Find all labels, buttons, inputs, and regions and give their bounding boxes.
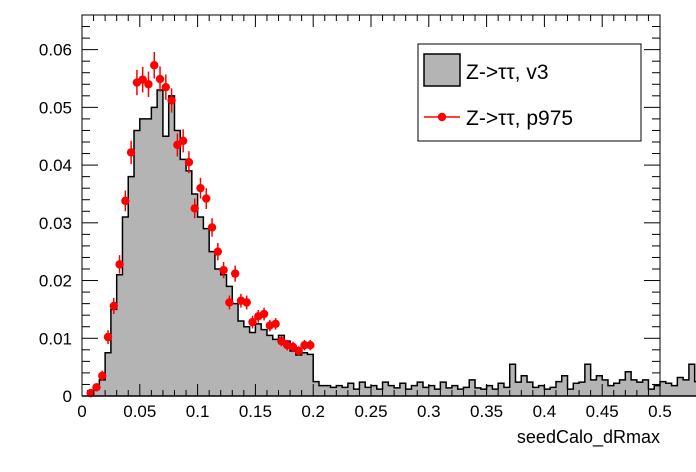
data-point [98, 370, 107, 381]
point-marker [300, 341, 309, 350]
point-marker [230, 269, 240, 278]
point-marker [150, 61, 159, 70]
point-marker [213, 247, 223, 256]
point-marker [167, 96, 176, 105]
x-axis-label: seedCalo_dRmax [517, 427, 660, 448]
legend-label-p975: Z->ττ, p975 [466, 107, 573, 130]
point-marker [202, 194, 211, 203]
data-point [155, 66, 165, 92]
point-marker [109, 301, 118, 311]
x-tick-label: 0.05 [123, 402, 156, 421]
data-point [167, 88, 176, 113]
data-point [248, 315, 257, 329]
point-marker [121, 196, 130, 206]
data-point [202, 188, 211, 209]
data-point [92, 383, 101, 392]
legend: Z->ττ, v3 Z->ττ, p975 [417, 43, 642, 142]
point-marker [98, 371, 107, 380]
x-tick-label: 0.1 [186, 402, 210, 421]
data-point [225, 295, 234, 310]
point-marker [225, 298, 234, 307]
point-marker [306, 341, 315, 350]
point-marker [242, 298, 251, 307]
p975-points [86, 51, 315, 398]
data-point [242, 295, 251, 310]
x-tick-label: 0.25 [354, 402, 387, 421]
x-tick-label: 0.3 [417, 402, 441, 421]
data-point [115, 255, 124, 274]
point-marker [196, 183, 205, 193]
data-point [213, 243, 223, 261]
data-point [219, 262, 228, 279]
legend-marker-p975 [437, 112, 447, 122]
data-point [144, 71, 153, 97]
data-point [121, 190, 130, 212]
y-tick-label: 0.04 [39, 156, 72, 175]
data-point [138, 66, 147, 93]
point-marker [190, 204, 199, 213]
y-tick-label: 0 [63, 387, 72, 406]
point-marker [155, 74, 165, 84]
x-tick-label: 0.4 [533, 402, 557, 421]
y-tick-label: 0.06 [39, 41, 72, 60]
y-tick-label: 0.02 [39, 272, 72, 291]
point-marker [259, 309, 269, 319]
data-point [178, 129, 188, 153]
data-point [207, 218, 217, 237]
legend-label-v3: Z->ττ, v3 [466, 61, 549, 84]
x-tick-label: 0.5 [648, 402, 672, 421]
data-point [109, 297, 118, 315]
legend-swatch-v3 [423, 53, 461, 87]
point-marker [178, 136, 188, 146]
v3-histogram [82, 89, 696, 397]
y-axis-tick-labels: 0 0.01 0.02 0.03 0.04 0.05 0.06 [39, 41, 72, 406]
axis-ticks [81, 15, 661, 397]
x-tick-label: 0.2 [301, 402, 325, 421]
histogram-fill [82, 89, 696, 397]
point-marker [184, 158, 194, 167]
data-point [150, 51, 159, 79]
point-marker [86, 388, 95, 398]
point-marker [271, 319, 280, 329]
y-tick-label: 0.05 [39, 98, 72, 117]
point-marker [207, 223, 217, 232]
data-point [161, 74, 171, 100]
data-point [196, 177, 205, 199]
x-tick-label: 0.15 [239, 402, 272, 421]
data-point [306, 340, 315, 351]
data-point [190, 198, 199, 219]
point-marker [92, 383, 101, 392]
data-point [259, 307, 269, 321]
data-point [271, 318, 280, 330]
data-point [294, 346, 303, 356]
data-point [230, 265, 240, 282]
x-tick-label: 0.35 [470, 402, 503, 421]
point-marker [294, 346, 303, 356]
x-tick-label: 0 [77, 402, 86, 421]
y-tick-label: 0.03 [39, 214, 72, 233]
data-point [300, 340, 309, 351]
data-point [86, 388, 95, 398]
data-point [184, 151, 194, 174]
point-marker [219, 265, 228, 275]
point-marker [115, 260, 124, 269]
point-marker [103, 332, 113, 342]
point-marker [248, 317, 257, 327]
data-point [103, 330, 113, 345]
x-tick-label: 0.45 [586, 402, 619, 421]
point-marker [126, 148, 136, 157]
y-tick-label: 0.01 [39, 329, 72, 348]
x-axis-tick-labels: 0 0.05 0.1 0.15 0.2 0.25 0.3 0.35 0.4 0.45 0.5 [77, 402, 672, 421]
point-marker [161, 82, 171, 92]
point-marker [138, 75, 147, 84]
point-marker [144, 80, 153, 89]
data-point [126, 140, 136, 164]
